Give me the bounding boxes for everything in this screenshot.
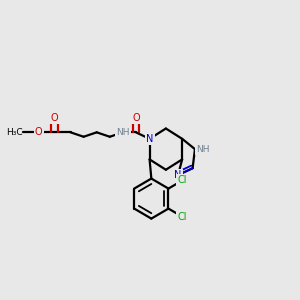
Text: N: N xyxy=(174,170,182,180)
Text: N: N xyxy=(146,134,153,144)
Text: O: O xyxy=(132,112,140,123)
Text: H₃C: H₃C xyxy=(6,128,22,137)
Text: O: O xyxy=(35,127,42,137)
Text: Cl: Cl xyxy=(178,212,187,222)
Text: NH: NH xyxy=(116,128,130,137)
Text: O: O xyxy=(51,112,58,123)
Text: NH: NH xyxy=(196,145,210,154)
Text: Cl: Cl xyxy=(178,176,187,185)
